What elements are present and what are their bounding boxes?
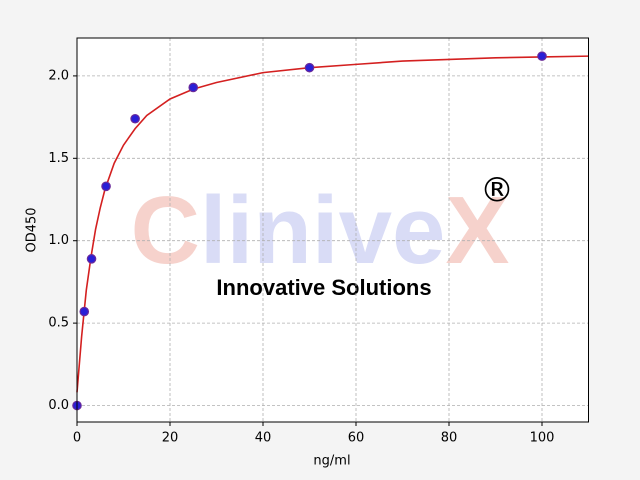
y-tick-label: 1.5 [48,151,69,166]
x-tick-label: 0 [73,431,81,446]
data-point [304,62,315,73]
data-point [86,254,97,264]
x-tick-label: 60 [348,431,365,446]
watermark-part: linive [200,177,445,284]
x-axis-label: ng/ml [313,454,350,469]
data-point [188,82,199,93]
y-tick-label: 1.0 [48,233,69,248]
watermark-logo: CliniveX [131,177,510,284]
data-point [79,306,90,317]
y-tick-label: 0.5 [48,316,69,331]
y-axis-label: OD450 [25,207,40,252]
watermark-part: X [445,177,509,284]
x-tick-label: 40 [255,431,272,446]
watermark-mark: ® [480,171,514,211]
y-tick-label: 0.0 [48,398,69,413]
y-tick-label: 2.0 [48,68,69,83]
data-point [101,181,111,192]
fit-curve [76,55,589,393]
data-point [130,113,140,124]
plot-frame [76,37,589,423]
x-tick-label: 80 [441,431,458,446]
x-tick-label: 100 [530,431,555,446]
plot-area [77,38,589,422]
watermark-tagline: Innovative Solutions [216,275,431,300]
data-point [537,51,547,61]
x-tick-label: 20 [162,431,179,446]
watermark-part: C [131,177,200,284]
